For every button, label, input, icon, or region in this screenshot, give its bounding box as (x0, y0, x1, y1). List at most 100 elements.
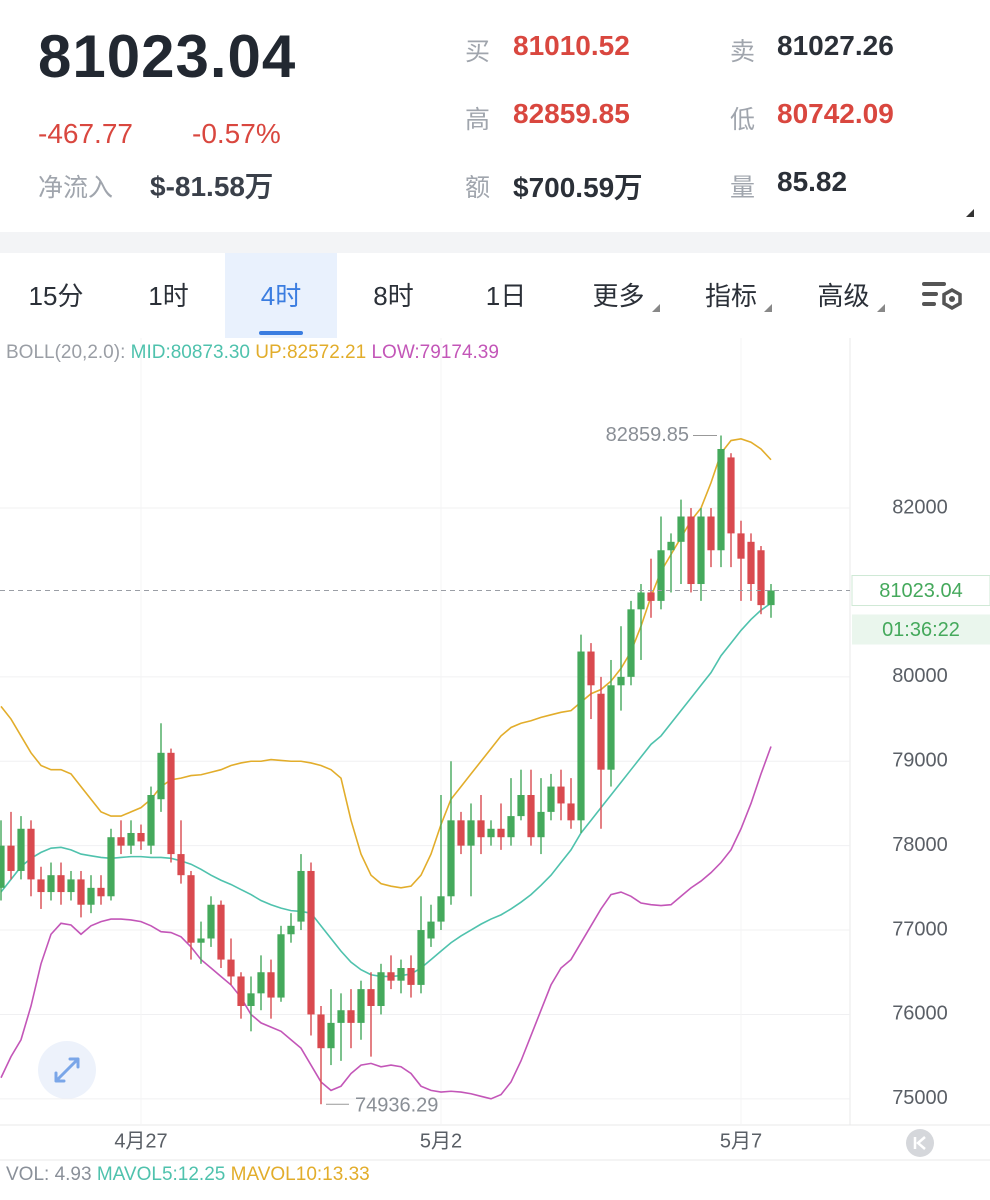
candle-body (387, 972, 395, 981)
candle-body (87, 887, 95, 905)
candle-body (647, 592, 655, 601)
legend-entry: MID:80873.30 (131, 342, 250, 363)
tab[interactable]: 1日 (485, 281, 527, 311)
tab[interactable]: 4时 (225, 253, 337, 338)
candle-body (217, 904, 225, 960)
candle-body (747, 541, 755, 585)
candle-body (677, 516, 685, 542)
volume-legend: VOL: 4.93 MAVOL5:12.25 MAVOL10:13.33 (6, 1164, 370, 1185)
candle-body (57, 875, 65, 893)
stat-value: 80742.09 (777, 98, 894, 129)
candle-body (447, 820, 455, 897)
candle-body (497, 828, 505, 838)
candle-body (147, 795, 155, 846)
candle-body (427, 921, 435, 939)
candle-body (207, 904, 215, 939)
candle-body (287, 925, 295, 935)
candle-body (557, 786, 565, 804)
tab[interactable]: 1时 (148, 281, 189, 311)
candle-body (27, 828, 35, 880)
candle-body (657, 550, 665, 601)
y-tick-label: 80000 (892, 665, 948, 687)
high-label: 82859.85 (606, 424, 689, 446)
candle-body (247, 993, 255, 1007)
candle-body (67, 879, 75, 893)
legend-title: BOLL(20,2.0): (6, 342, 125, 363)
settings-icon[interactable] (920, 278, 966, 314)
dropdown-triangle (651, 304, 660, 312)
candle-body (317, 1014, 325, 1049)
net-inflow: $-81.58万 (150, 171, 273, 202)
stat-value: $700.59万 (513, 172, 643, 203)
expand-triangle[interactable] (962, 207, 976, 219)
stat-label: 额 (465, 174, 491, 202)
candle-body (117, 837, 125, 846)
volume-legend-entry: MAVOL5:12.25 (97, 1164, 226, 1185)
candle-body (7, 845, 15, 871)
boll-line (0, 746, 772, 1100)
tab[interactable]: 更多 (592, 281, 645, 311)
x-tick-label: 5月2 (420, 1130, 462, 1152)
candle-body (257, 972, 265, 994)
candle-body (187, 875, 195, 943)
candle-body (707, 516, 715, 551)
candle-body (47, 875, 55, 893)
indicator-legend: BOLL(20,2.0): MID:80873.30 UP:82572.21 L… (6, 342, 499, 363)
x-tick-label: 4月27 (114, 1130, 167, 1152)
stat-label: 低 (730, 106, 756, 134)
dropdown-triangle (764, 304, 772, 312)
candle-body (697, 516, 705, 585)
candle-body (477, 820, 485, 838)
candle-body (337, 1010, 345, 1023)
candle-body (607, 685, 615, 770)
candle-body (277, 934, 285, 998)
legend-entry: UP:82572.21 (255, 342, 366, 363)
candle-body (717, 448, 725, 551)
candle-body (617, 676, 625, 686)
candle-body (767, 590, 775, 606)
candle-body (377, 972, 385, 1007)
candle-body (77, 879, 85, 905)
candle-body (737, 533, 745, 559)
candle-body (437, 896, 445, 922)
candle-body (517, 795, 525, 817)
candle-body (97, 887, 105, 897)
tab[interactable]: 高级 (817, 281, 870, 311)
low-label: 74936.29 (355, 1094, 438, 1116)
scroll-latest-button[interactable] (906, 1129, 934, 1157)
candle-body (127, 832, 135, 846)
tab[interactable]: 15分 (28, 281, 84, 311)
stat-label: 高 (465, 106, 491, 134)
candle-body (627, 609, 635, 677)
y-tick-label: 76000 (892, 1003, 948, 1025)
candle-body (297, 870, 305, 922)
candle-body (547, 786, 555, 812)
volume-legend-entry: MAVOL10:13.33 (231, 1164, 370, 1185)
candle-body (197, 938, 205, 943)
y-tick-label: 82000 (892, 496, 948, 518)
candle-body (37, 879, 45, 893)
candle-body (0, 845, 5, 888)
candle-body (527, 795, 535, 838)
price-tag-label: 81023.04 (879, 580, 962, 602)
candle-body (667, 541, 675, 551)
fullscreen-button[interactable] (38, 1041, 96, 1099)
net-inflow-label: 净流入 (38, 174, 114, 202)
candle-body (757, 550, 765, 606)
candle-body (507, 816, 515, 838)
candle-body (357, 989, 365, 1023)
countdown: 01:36:22 (882, 619, 960, 641)
stat-value: 82859.85 (513, 98, 630, 129)
active-underline (259, 331, 303, 335)
stat-value: 85.82 (777, 166, 848, 197)
candle-body (537, 811, 545, 838)
candle-body (237, 976, 245, 1007)
candle-body (307, 870, 315, 1015)
x-tick-label: 5月7 (720, 1130, 762, 1152)
tab[interactable]: 8时 (373, 281, 414, 311)
candle-body (327, 1022, 335, 1049)
candle-body (157, 752, 165, 800)
candle-body (227, 959, 235, 977)
tab[interactable]: 指标 (704, 281, 757, 311)
